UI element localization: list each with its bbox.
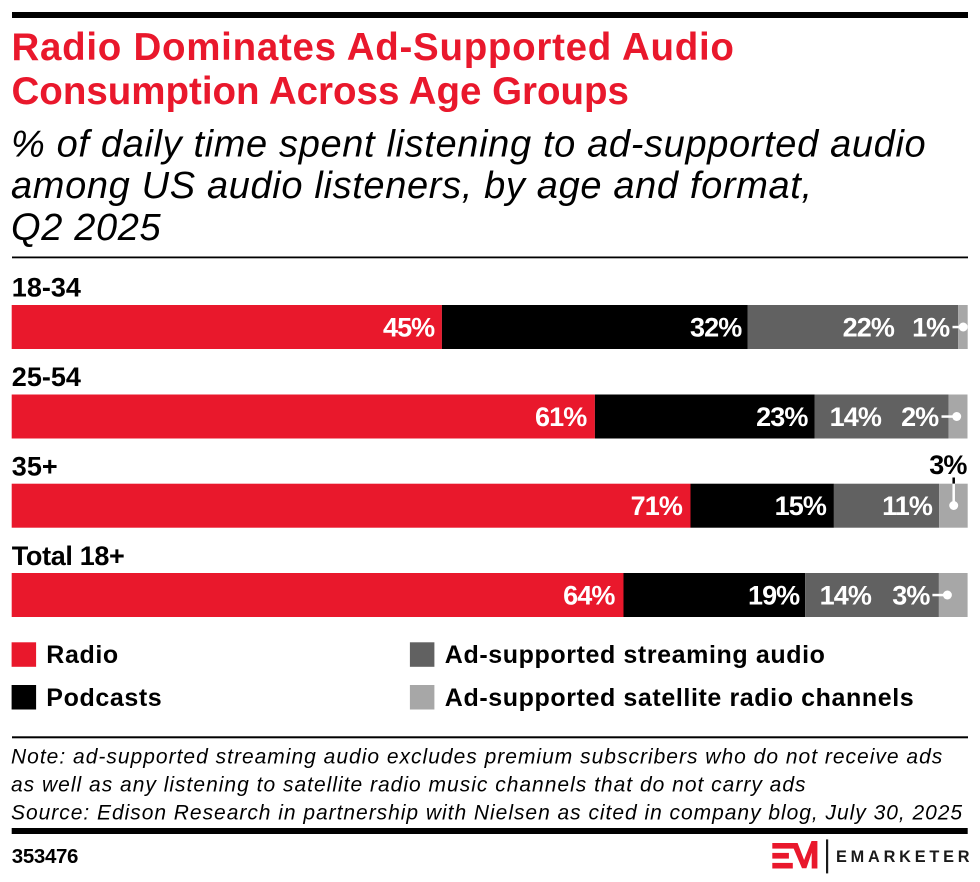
svg-text:14%: 14% [830, 402, 882, 432]
svg-text:1%: 1% [912, 312, 950, 342]
svg-text:14%: 14% [820, 580, 872, 610]
svg-text:Consumption Across Age Groups: Consumption Across Age Groups [12, 70, 629, 113]
svg-text:3%: 3% [929, 450, 967, 480]
svg-text:Ad-supported satellite radio c: Ad-supported satellite radio channels [445, 684, 915, 712]
svg-text:353476: 353476 [12, 845, 78, 868]
svg-text:25-54: 25-54 [12, 362, 81, 392]
svg-text:35+: 35+ [12, 451, 58, 481]
svg-text:19%: 19% [748, 580, 800, 610]
svg-text:3%: 3% [892, 580, 930, 610]
svg-text:Q2 2025: Q2 2025 [11, 207, 162, 249]
svg-text:11%: 11% [882, 491, 933, 521]
svg-text:71%: 71% [631, 491, 683, 521]
svg-text:Ad-supported streaming audio: Ad-supported streaming audio [445, 641, 826, 669]
svg-text:64%: 64% [563, 580, 615, 610]
svg-text:Radio Dominates Ad-Supported A: Radio Dominates Ad-Supported Audio [12, 26, 735, 69]
svg-text:22%: 22% [843, 312, 895, 342]
svg-text:15%: 15% [775, 491, 827, 521]
svg-text:45%: 45% [383, 312, 435, 342]
svg-text:among US audio listeners, by a: among US audio listeners, by age and for… [11, 165, 813, 207]
svg-text:Podcasts: Podcasts [46, 684, 162, 712]
svg-text:32%: 32% [690, 312, 742, 342]
svg-text:EMARKETER: EMARKETER [836, 848, 973, 866]
svg-text:Source: Edison Research in par: Source: Edison Research in partnership w… [11, 801, 963, 824]
svg-text:2%: 2% [901, 402, 939, 432]
svg-text:61%: 61% [535, 402, 587, 432]
svg-text:% of daily time spent listenin: % of daily time spent listening to ad-su… [11, 123, 926, 165]
svg-text:Radio: Radio [46, 641, 118, 669]
svg-text:Total 18+: Total 18+ [12, 541, 125, 571]
svg-text:Note: ad-supported streaming a: Note: ad-supported streaming audio exclu… [11, 746, 943, 769]
svg-text:as well as any listening to sa: as well as any listening to satellite ra… [11, 774, 807, 797]
svg-text:23%: 23% [756, 402, 808, 432]
svg-text:18-34: 18-34 [12, 273, 81, 303]
